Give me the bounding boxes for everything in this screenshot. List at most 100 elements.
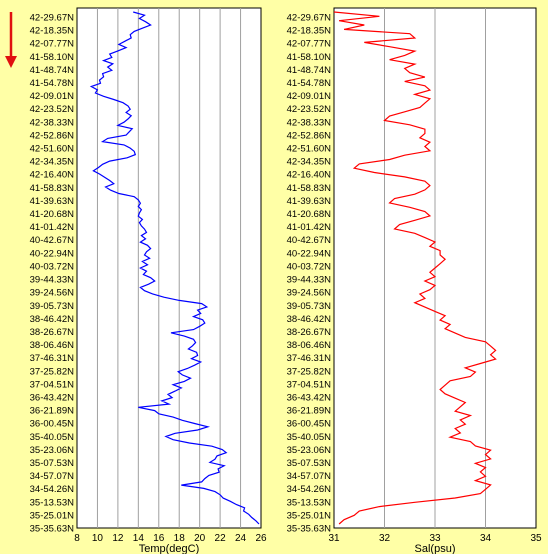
salinity-x-tick-label: 32 [379, 533, 391, 544]
temperature-y-tick-label: 40-42.67N [30, 235, 75, 246]
temperature-y-tick-label: 39-44.33N [30, 275, 75, 286]
salinity-y-tick-label: 39-24.56N [287, 288, 332, 299]
temperature-series-line [89, 11, 260, 525]
salinity-x-tick-label: 34 [480, 533, 492, 544]
temperature-y-tick-label: 37-04.51N [30, 379, 75, 390]
salinity-y-tick-label: 37-46.31N [287, 353, 332, 364]
temperature-y-tick-label: 39-24.56N [30, 288, 75, 299]
direction-arrow [5, 12, 17, 68]
salinity-y-tick-label: 42-16.40N [287, 170, 332, 181]
salinity-y-tick-labels: 42-29.67N 42-18.35N 42-07.77N 41-58.10N 41-4… [287, 13, 332, 535]
temperature-plot-area [76, 7, 262, 529]
salinity-y-tick-label: 34-54.26N [287, 484, 332, 495]
temperature-x-tick-label: 16 [153, 533, 165, 544]
salinity-y-tick-label: 40-03.72N [287, 261, 332, 272]
salinity-y-tick-label: 42-18.35N [287, 26, 332, 37]
salinity-panel: 42-29.67N 42-18.35N 42-07.77N 41-58.10N 41-4… [287, 7, 542, 554]
salinity-y-tick-label: 42-23.52N [287, 104, 332, 115]
salinity-y-tick-label: 35-35.63N [287, 524, 332, 535]
temperature-y-tick-label: 35-35.63N [30, 524, 75, 535]
salinity-x-tick-label: 33 [429, 533, 441, 544]
temperature-y-tick-label: 42-16.40N [30, 170, 75, 181]
temperature-x-tick-label: 8 [74, 533, 80, 544]
temperature-y-tick-label: 41-20.68N [30, 209, 75, 220]
salinity-y-tick-label: 41-58.83N [287, 183, 332, 194]
temperature-y-tick-label: 41-58.10N [30, 52, 75, 63]
temperature-y-tick-label: 34-54.26N [30, 484, 75, 495]
temperature-y-tick-label: 36-21.89N [30, 406, 75, 417]
salinity-y-tick-label: 41-20.68N [287, 209, 332, 220]
salinity-y-tick-label: 40-42.67N [287, 235, 332, 246]
temperature-y-tick-label: 42-34.35N [30, 157, 75, 168]
temperature-x-tick-label: 10 [92, 533, 104, 544]
salinity-y-tick-label: 42-07.77N [287, 39, 332, 50]
salinity-x-tick-label: 35 [530, 533, 542, 544]
salinity-y-tick-label: 41-58.10N [287, 52, 332, 63]
salinity-y-tick-label: 35-40.05N [287, 432, 332, 443]
salinity-y-tick-label: 38-06.46N [287, 340, 332, 351]
salinity-y-tick-label: 39-05.73N [287, 301, 332, 312]
salinity-y-tick-label: 42-29.67N [287, 13, 332, 24]
temperature-y-tick-label: 42-29.67N [30, 13, 75, 24]
salinity-y-tick-label: 41-39.63N [287, 196, 332, 207]
temperature-y-tick-label: 38-26.67N [30, 327, 75, 338]
temperature-y-tick-label: 41-54.78N [30, 78, 75, 89]
temperature-x-tick-label: 12 [112, 533, 124, 544]
temperature-x-tick-label: 26 [255, 533, 267, 544]
salinity-y-tick-label: 38-46.42N [287, 314, 332, 325]
temperature-y-tick-labels: 42-29.67N 42-18.35N 42-07.77N 41-58.10N 41-4… [30, 13, 75, 535]
salinity-y-tick-label: 36-00.45N [287, 419, 332, 430]
temperature-y-tick-label: 42-38.33N [30, 117, 75, 128]
temperature-y-tick-label: 35-40.05N [30, 432, 75, 443]
temperature-y-tick-label: 42-52.86N [30, 130, 75, 141]
salinity-x-tick-labels: 31 32 33 34 35 [328, 533, 542, 544]
temperature-y-tick-label: 38-46.42N [30, 314, 75, 325]
salinity-y-tick-label: 35-25.01N [287, 510, 332, 521]
salinity-y-tick-label: 42-52.86N [287, 130, 332, 141]
temperature-x-axis-title: Temp(degC) [139, 543, 200, 554]
temperature-y-tick-label: 42-51.60N [30, 144, 75, 155]
temperature-y-tick-label: 42-09.01N [30, 91, 75, 102]
salinity-y-tick-label: 37-04.51N [287, 379, 332, 390]
salinity-y-tick-label: 35-07.53N [287, 458, 332, 469]
temperature-y-tick-label: 42-23.52N [30, 104, 75, 115]
salinity-x-tick-label: 31 [328, 533, 340, 544]
temperature-y-tick-label: 40-03.72N [30, 261, 75, 272]
temperature-y-tick-label: 41-39.63N [30, 196, 75, 207]
temperature-x-tick-label: 22 [215, 533, 227, 544]
temperature-y-tick-label: 42-18.35N [30, 26, 75, 37]
temperature-y-tick-label: 34-57.07N [30, 471, 75, 482]
temperature-x-tick-label: 20 [194, 533, 206, 544]
salinity-y-tick-label: 42-51.60N [287, 144, 332, 155]
salinity-y-tick-label: 41-48.74N [287, 65, 332, 76]
salinity-y-tick-label: 35-13.53N [287, 497, 332, 508]
temperature-y-tick-label: 37-46.31N [30, 353, 75, 364]
salinity-y-tick-label: 41-54.78N [287, 78, 332, 89]
temperature-y-tick-label: 35-23.06N [30, 445, 75, 456]
salinity-y-tick-label: 42-38.33N [287, 117, 332, 128]
temperature-gridlines [96, 8, 242, 528]
temperature-x-tick-label: 14 [133, 533, 145, 544]
salinity-y-tick-label: 42-09.01N [287, 91, 332, 102]
temperature-y-tick-label: 38-06.46N [30, 340, 75, 351]
temperature-x-tick-label: 24 [235, 533, 247, 544]
temperature-y-tick-label: 37-25.82N [30, 366, 75, 377]
temperature-y-tick-label: 36-00.45N [30, 419, 75, 430]
salinity-y-tick-label: 36-21.89N [287, 406, 332, 417]
salinity-y-tick-label: 40-22.94N [287, 248, 332, 259]
salinity-y-tick-label: 38-26.67N [287, 327, 332, 338]
salinity-y-tick-label: 36-43.42N [287, 392, 332, 403]
salinity-y-tick-label: 34-57.07N [287, 471, 332, 482]
temperature-y-tick-label: 35-07.53N [30, 458, 75, 469]
salinity-y-tick-label: 35-23.06N [287, 445, 332, 456]
temperature-y-tick-label: 40-22.94N [30, 248, 75, 259]
temperature-y-tick-label: 35-25.01N [30, 510, 75, 521]
temperature-x-tick-label: 18 [174, 533, 186, 544]
down-arrow-icon-head [5, 56, 17, 68]
temperature-y-tick-label: 35-13.53N [30, 497, 75, 508]
salinity-x-axis-title: Sal(psu) [415, 543, 456, 554]
temperature-y-tick-label: 39-05.73N [30, 301, 75, 312]
temperature-y-tick-label: 36-43.42N [30, 392, 75, 403]
salinity-series-line [333, 11, 497, 525]
